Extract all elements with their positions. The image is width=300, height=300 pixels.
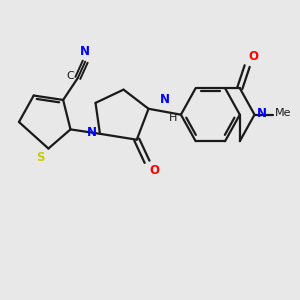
Text: N: N	[257, 107, 267, 120]
Text: C: C	[67, 71, 74, 81]
Text: N: N	[160, 93, 170, 106]
Text: N: N	[80, 45, 90, 58]
Text: Me: Me	[275, 108, 292, 118]
Text: H: H	[169, 113, 178, 123]
Text: O: O	[249, 50, 259, 63]
Text: S: S	[36, 151, 45, 164]
Text: N: N	[86, 126, 96, 139]
Text: O: O	[149, 164, 159, 177]
